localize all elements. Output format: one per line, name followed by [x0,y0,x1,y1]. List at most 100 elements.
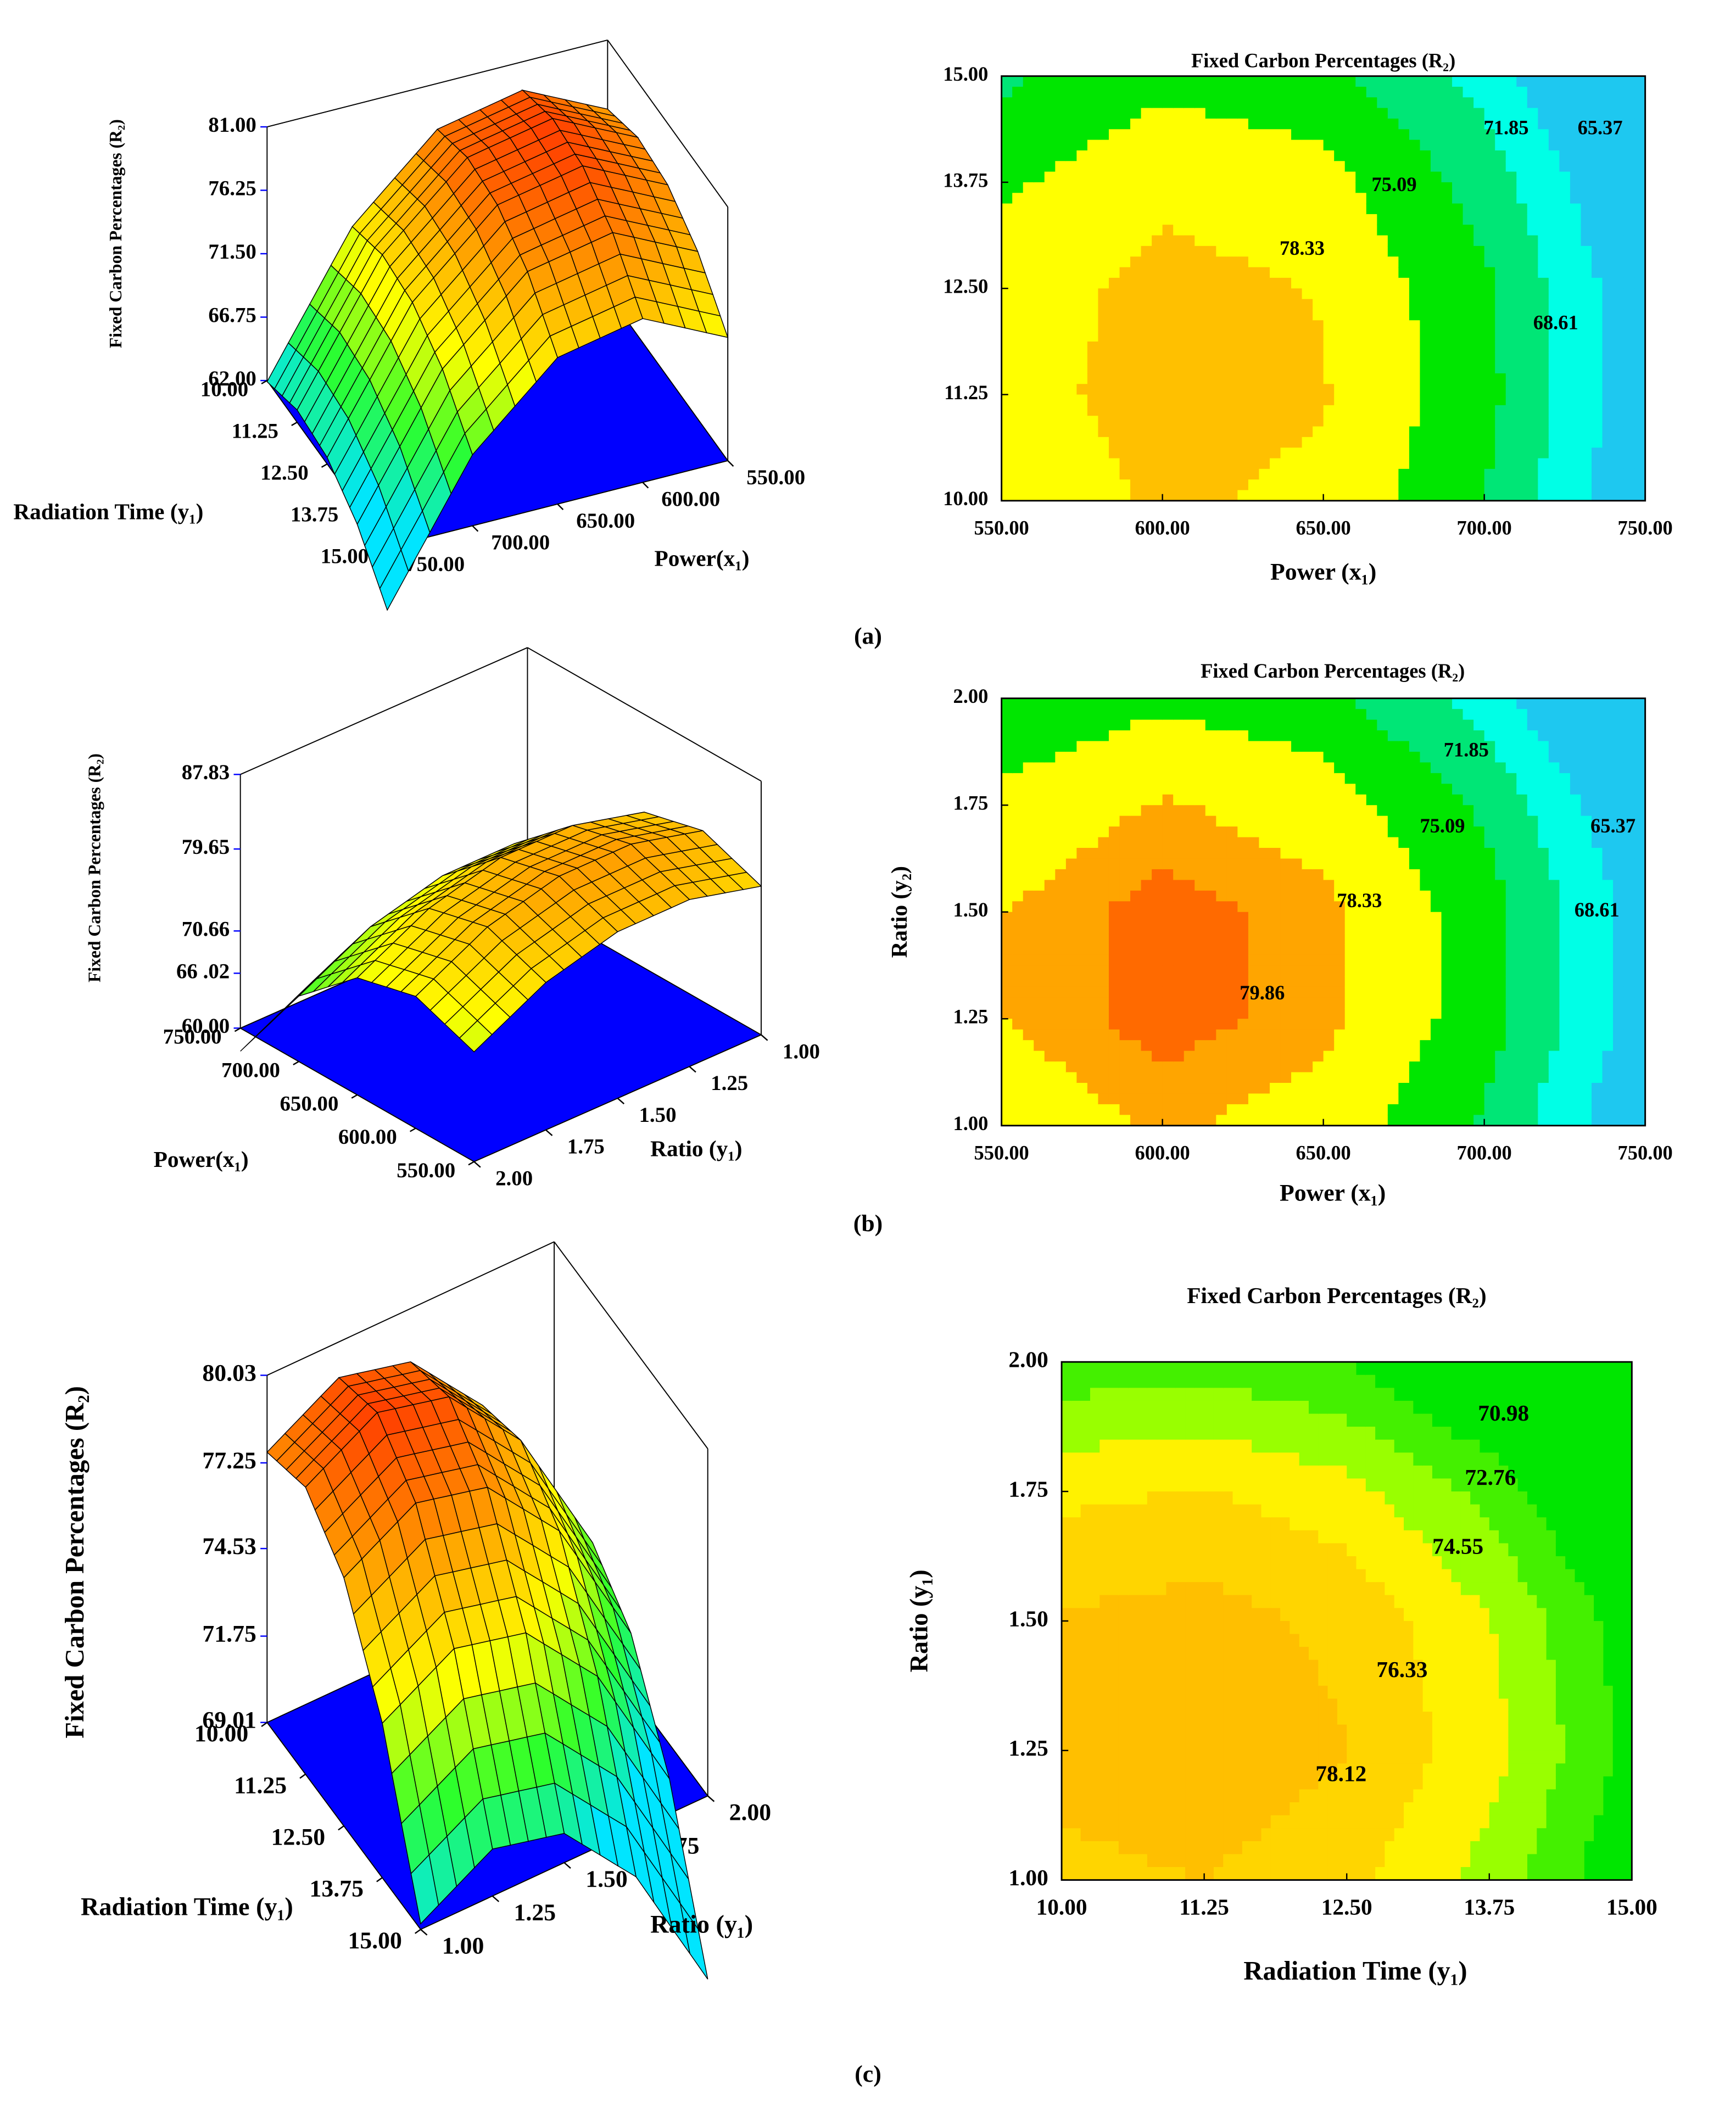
contour-cell [1473,1050,1485,1063]
contour-cell [1581,384,1592,395]
contour-cell [1463,139,1475,151]
contour-cell [1505,976,1517,987]
contour-cell [1065,1040,1078,1052]
contour-cell [1141,944,1153,955]
contour-cell [1377,1061,1388,1073]
contour-cell [1409,288,1421,300]
contour-cell [1323,129,1335,141]
contour-cell [1495,256,1506,268]
contour-cell [1108,352,1120,364]
contour-cell [1473,245,1485,258]
contour-cell [1313,923,1324,934]
contour-cell [1259,912,1270,924]
contour-cell [1463,225,1475,236]
contour-cell [1173,448,1185,459]
contour-cell [1065,245,1078,258]
contour-cell [1344,1093,1357,1105]
contour-cell [1141,965,1153,977]
contour-cell [1302,458,1314,470]
contour-cell [1398,1104,1410,1116]
contour-cell [1034,86,1045,98]
contour-cell [1291,1093,1303,1105]
contour-cell [1248,331,1260,342]
contour-cell [1216,1019,1227,1030]
contour-cell [1313,479,1324,491]
contour-cell [1516,256,1528,268]
contour-cell [1463,1093,1475,1105]
contour-cell [1194,193,1206,204]
contour-cell [1055,288,1067,300]
contour-cell [1023,837,1035,849]
contour-cell [1119,794,1131,806]
contour-cell [1313,150,1324,162]
contour-cell [1001,171,1013,183]
contour-cell [1034,490,1045,501]
contour-cell [1452,479,1464,491]
contour-cell [1194,203,1206,215]
contour-cell [1495,76,1506,87]
contour-cell [1313,203,1324,215]
contour-cell [1269,805,1281,817]
contour-cell [1505,965,1517,977]
contour-cell [1098,362,1109,374]
contour-cell [1495,1029,1506,1041]
contour-cell [1098,730,1109,742]
contour-cell [1012,256,1024,268]
contour-cell [1141,837,1153,849]
contour-cell [1119,773,1131,785]
contour-cell [1334,299,1346,310]
contour-label: 68.61 [1533,311,1578,333]
contour-cell [1334,773,1346,785]
x-tick-label: 600.00 [338,1125,397,1149]
contour-cell [1076,1050,1088,1063]
contour-cell [1538,225,1549,236]
contour-cell [1141,299,1153,310]
contour-cell [1237,490,1249,501]
contour-cell [1184,719,1196,731]
contour-cell [1452,858,1464,870]
contour-cell [1055,1019,1067,1030]
contour-cell [1344,161,1357,172]
contour-cell [1473,256,1485,268]
contour-cell [1098,267,1109,278]
contour-cell [1130,256,1142,268]
contour-cell [1548,468,1560,480]
contour-cell [1055,976,1067,987]
contour-cell [1098,1061,1109,1073]
contour-cell [1034,362,1045,374]
contour-cell [1152,815,1163,828]
contour-cell [1398,805,1410,817]
contour-cell [1581,341,1592,353]
contour-cell [1259,890,1270,902]
contour-cell [1441,288,1453,300]
contour-cell [1269,384,1281,395]
contour-cell [1280,923,1292,934]
contour-cell [1076,458,1088,470]
contour-cell [1184,923,1196,934]
y-tick [761,1034,768,1041]
contour-cell [1108,815,1120,828]
contour-cell [1602,458,1614,470]
contour-cell [1226,256,1238,268]
contour-cell [1581,299,1592,310]
contour-cell [1291,997,1303,1009]
contour-cell [1291,1061,1303,1073]
contour-cell [1119,1082,1131,1094]
contour-cell [1441,997,1453,1009]
contour-cell [1302,118,1314,130]
contour-cell [1623,309,1635,321]
contour-cell [1355,965,1367,977]
contour-cell [1173,97,1185,109]
contour-cell [1044,309,1056,321]
contour-cell [1355,458,1367,470]
contour-cell [1216,965,1227,977]
contour-cell [1409,944,1421,955]
contour-cell [1034,468,1045,480]
contour-cell [1012,214,1024,226]
contour-cell [1280,352,1292,364]
contour-cell [1205,384,1217,395]
contour-cell [1334,448,1346,459]
contour-cell [1108,794,1120,806]
contour-cell [1323,719,1335,731]
contour-cell [1162,341,1174,353]
